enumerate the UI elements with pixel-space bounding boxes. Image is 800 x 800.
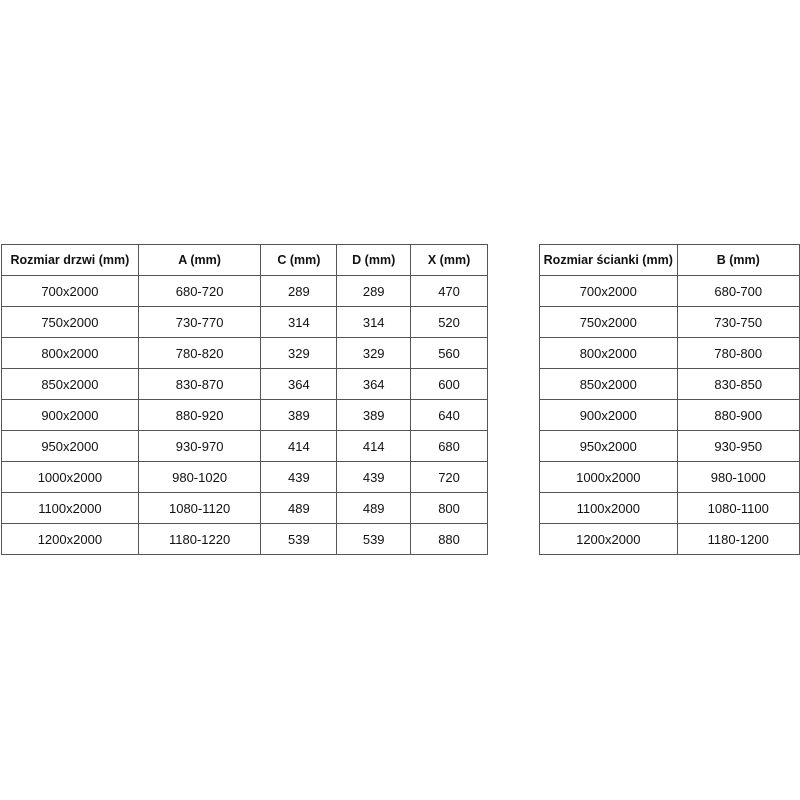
table-row: 1200x2000 1180-1200 bbox=[539, 523, 800, 555]
table-cell: 700x2000 bbox=[539, 275, 678, 307]
table-cell: 364 bbox=[336, 368, 412, 400]
column-header: B (mm) bbox=[676, 244, 800, 276]
table-cell: 439 bbox=[336, 461, 412, 493]
table-cell: 289 bbox=[336, 275, 412, 307]
table-cell: 289 bbox=[260, 275, 338, 307]
table-cell: 389 bbox=[336, 399, 412, 431]
table-cell: 1100x2000 bbox=[539, 492, 678, 524]
table-cell: 800x2000 bbox=[1, 337, 139, 369]
table-cell: 389 bbox=[260, 399, 338, 431]
table-cell: 1200x2000 bbox=[1, 523, 139, 555]
table-cell: 489 bbox=[260, 492, 338, 524]
table-cell: 414 bbox=[260, 430, 338, 462]
table-cell: 1000x2000 bbox=[1, 461, 139, 493]
table-cell: 1080-1120 bbox=[137, 492, 262, 524]
table-cell: 640 bbox=[410, 399, 488, 431]
table-cell: 329 bbox=[260, 337, 338, 369]
table-cell: 980-1000 bbox=[676, 461, 800, 493]
column-header: C (mm) bbox=[260, 244, 338, 276]
table-row: 1100x2000 1080-1100 bbox=[539, 492, 800, 524]
table-cell: 314 bbox=[336, 306, 412, 338]
table-cell: 680-700 bbox=[676, 275, 800, 307]
table-cell: 800x2000 bbox=[539, 337, 678, 369]
table-row: 1200x2000 1180-1220 539 539 880 bbox=[1, 523, 488, 555]
table-cell: 364 bbox=[260, 368, 338, 400]
table-cell: 329 bbox=[336, 337, 412, 369]
table-cell: 314 bbox=[260, 306, 338, 338]
table-cell: 850x2000 bbox=[1, 368, 139, 400]
table-row: 750x2000 730-750 bbox=[539, 306, 800, 338]
table-cell: 780-820 bbox=[137, 337, 262, 369]
table-row: 950x2000 930-970 414 414 680 bbox=[1, 430, 488, 462]
table-cell: 750x2000 bbox=[539, 306, 678, 338]
table-cell: 600 bbox=[410, 368, 488, 400]
table-row: 900x2000 880-900 bbox=[539, 399, 800, 431]
table-cell: 1180-1200 bbox=[676, 523, 800, 555]
table-cell: 539 bbox=[260, 523, 338, 555]
table-cell: 439 bbox=[260, 461, 338, 493]
table-cell: 950x2000 bbox=[1, 430, 139, 462]
table-row: 1000x2000 980-1000 bbox=[539, 461, 800, 493]
table-row: 800x2000 780-800 bbox=[539, 337, 800, 369]
table-row: 700x2000 680-700 bbox=[539, 275, 800, 307]
table-cell: 780-800 bbox=[676, 337, 800, 369]
column-header: A (mm) bbox=[137, 244, 262, 276]
table-cell: 830-850 bbox=[676, 368, 800, 400]
table-cell: 750x2000 bbox=[1, 306, 139, 338]
table-cell: 720 bbox=[410, 461, 488, 493]
wall-size-table: Rozmiar ścianki (mm) B (mm) 700x2000 680-7… bbox=[539, 244, 800, 555]
table-row: 900x2000 880-920 389 389 640 bbox=[1, 399, 488, 431]
table-row: 850x2000 830-870 364 364 600 bbox=[1, 368, 488, 400]
table-cell: 1200x2000 bbox=[539, 523, 678, 555]
table-cell: 489 bbox=[336, 492, 412, 524]
table-cell: 1100x2000 bbox=[1, 492, 139, 524]
table-cell: 680 bbox=[410, 430, 488, 462]
table-cell: 850x2000 bbox=[539, 368, 678, 400]
table-cell: 730-750 bbox=[676, 306, 800, 338]
table-row: 950x2000 930-950 bbox=[539, 430, 800, 462]
column-header: Rozmiar ścianki (mm) bbox=[539, 244, 678, 276]
table-cell: 560 bbox=[410, 337, 488, 369]
table-cell: 700x2000 bbox=[1, 275, 139, 307]
table-cell: 930-970 bbox=[137, 430, 262, 462]
table-row: 1100x2000 1080-1120 489 489 800 bbox=[1, 492, 488, 524]
table-row: 850x2000 830-850 bbox=[539, 368, 800, 400]
table-cell: 470 bbox=[410, 275, 488, 307]
header-row: Rozmiar drzwi (mm) A (mm) C (mm) D (mm) X (m… bbox=[1, 244, 488, 276]
column-header: D (mm) bbox=[336, 244, 412, 276]
column-header: X (mm) bbox=[410, 244, 488, 276]
table-cell: 900x2000 bbox=[539, 399, 678, 431]
table-row: 750x2000 730-770 314 314 520 bbox=[1, 306, 488, 338]
table-cell: 539 bbox=[336, 523, 412, 555]
table-cell: 730-770 bbox=[137, 306, 262, 338]
table-cell: 414 bbox=[336, 430, 412, 462]
table-cell: 900x2000 bbox=[1, 399, 139, 431]
table-row: 1000x2000 980-1020 439 439 720 bbox=[1, 461, 488, 493]
table-cell: 950x2000 bbox=[539, 430, 678, 462]
column-header: Rozmiar drzwi (mm) bbox=[1, 244, 139, 276]
table-cell: 680-720 bbox=[137, 275, 262, 307]
table-cell: 1000x2000 bbox=[539, 461, 678, 493]
table-cell: 830-870 bbox=[137, 368, 262, 400]
table-cell: 930-950 bbox=[676, 430, 800, 462]
table-cell: 880-920 bbox=[137, 399, 262, 431]
table-cell: 1080-1100 bbox=[676, 492, 800, 524]
table-cell: 520 bbox=[410, 306, 488, 338]
table-cell: 1180-1220 bbox=[137, 523, 262, 555]
table-row: 800x2000 780-820 329 329 560 bbox=[1, 337, 488, 369]
table-cell: 880 bbox=[410, 523, 488, 555]
table-cell: 800 bbox=[410, 492, 488, 524]
table-row: 700x2000 680-720 289 289 470 bbox=[1, 275, 488, 307]
header-row: Rozmiar ścianki (mm) B (mm) bbox=[539, 244, 800, 276]
table-cell: 880-900 bbox=[676, 399, 800, 431]
door-size-table: Rozmiar drzwi (mm) A (mm) C (mm) D (mm) X (m… bbox=[1, 244, 488, 555]
table-cell: 980-1020 bbox=[137, 461, 262, 493]
